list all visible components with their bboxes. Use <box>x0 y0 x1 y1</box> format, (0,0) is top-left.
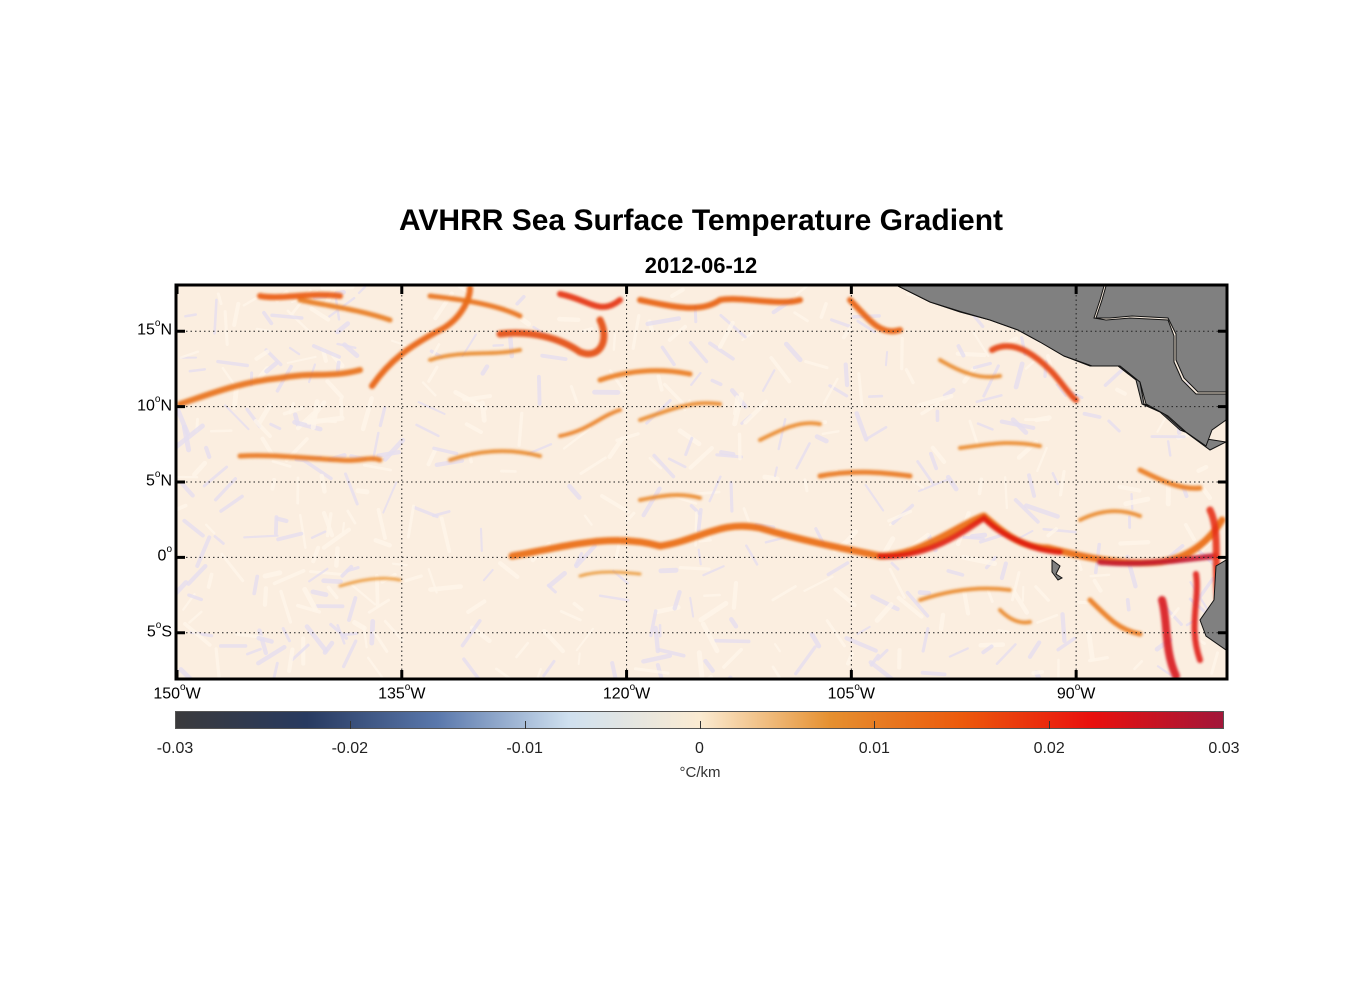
y-tick-label: 10oN <box>137 393 172 414</box>
chart-subtitle: 2012-06-12 <box>644 253 758 278</box>
sst-front <box>257 291 343 301</box>
x-tick-label: 105oW <box>827 682 876 703</box>
y-tick-label: 5oN <box>145 469 172 490</box>
colorbar-tick <box>874 721 876 729</box>
colorbar-tick <box>524 721 526 729</box>
sst-front <box>177 367 363 407</box>
colorbar-tick <box>349 721 351 729</box>
sst-front <box>297 297 393 323</box>
sst-front <box>428 348 522 362</box>
sst-front <box>847 297 903 335</box>
x-tick-label: 150oW <box>153 682 201 703</box>
colorbar-tick-label: -0.01 <box>506 740 543 757</box>
sst-front <box>1191 571 1203 663</box>
sst-front <box>1137 467 1203 491</box>
x-tick-label: 90oW <box>1056 682 1096 703</box>
y-tick-label: 0o <box>157 544 172 565</box>
sst-front <box>989 343 1079 403</box>
sst-front <box>578 570 642 578</box>
colorbar-tick-label: 0 <box>695 740 704 757</box>
x-tick-label: 120oW <box>602 682 651 703</box>
sst-front <box>638 492 702 502</box>
colorbar-tick-label: 0.02 <box>1033 740 1065 757</box>
colorbar-unit: °C/km <box>679 764 721 781</box>
colorbar-tick-label: 0.01 <box>858 740 890 757</box>
sst-fronts <box>177 286 1226 678</box>
y-tick-label: 5oS <box>146 619 172 641</box>
sst-front <box>877 515 1063 560</box>
colorbar-tick-label: -0.02 <box>331 740 369 757</box>
y-tick-label: 15oN <box>137 318 172 339</box>
x-tick-label: 135oW <box>378 682 426 703</box>
graticule <box>177 286 1226 678</box>
sst-front <box>558 408 622 438</box>
sst-front <box>938 358 1002 379</box>
sst-front <box>448 449 542 462</box>
sst-front <box>758 421 822 442</box>
colorbar-tick <box>1049 721 1051 729</box>
colorbar-tick-label: 0.03 <box>1208 740 1240 757</box>
sst-front <box>237 452 383 463</box>
axis-ticks <box>175 286 1226 678</box>
sst-front <box>637 296 803 311</box>
sst-front <box>427 293 523 319</box>
land-south-america <box>1199 559 1226 651</box>
sst-front <box>597 368 693 383</box>
colorbar-tick-label: -0.03 <box>156 740 194 757</box>
sst-front <box>918 586 1012 602</box>
sst-front <box>557 291 623 310</box>
sst-front <box>1078 509 1142 522</box>
sst-front <box>496 316 608 358</box>
map-frame <box>174 283 1229 681</box>
chart-title: AVHRR Sea Surface Temperature Gradient <box>398 204 1004 237</box>
colorbar-tick <box>699 721 701 729</box>
land-galapagos <box>1051 559 1063 581</box>
sst-front <box>638 401 722 422</box>
sst-front <box>338 576 402 588</box>
sst-front <box>1158 596 1180 678</box>
land-mexico <box>897 286 1226 447</box>
sst-front <box>998 608 1032 625</box>
sst-front <box>817 469 913 479</box>
sst-front <box>1087 597 1143 637</box>
sst-front <box>958 440 1042 450</box>
